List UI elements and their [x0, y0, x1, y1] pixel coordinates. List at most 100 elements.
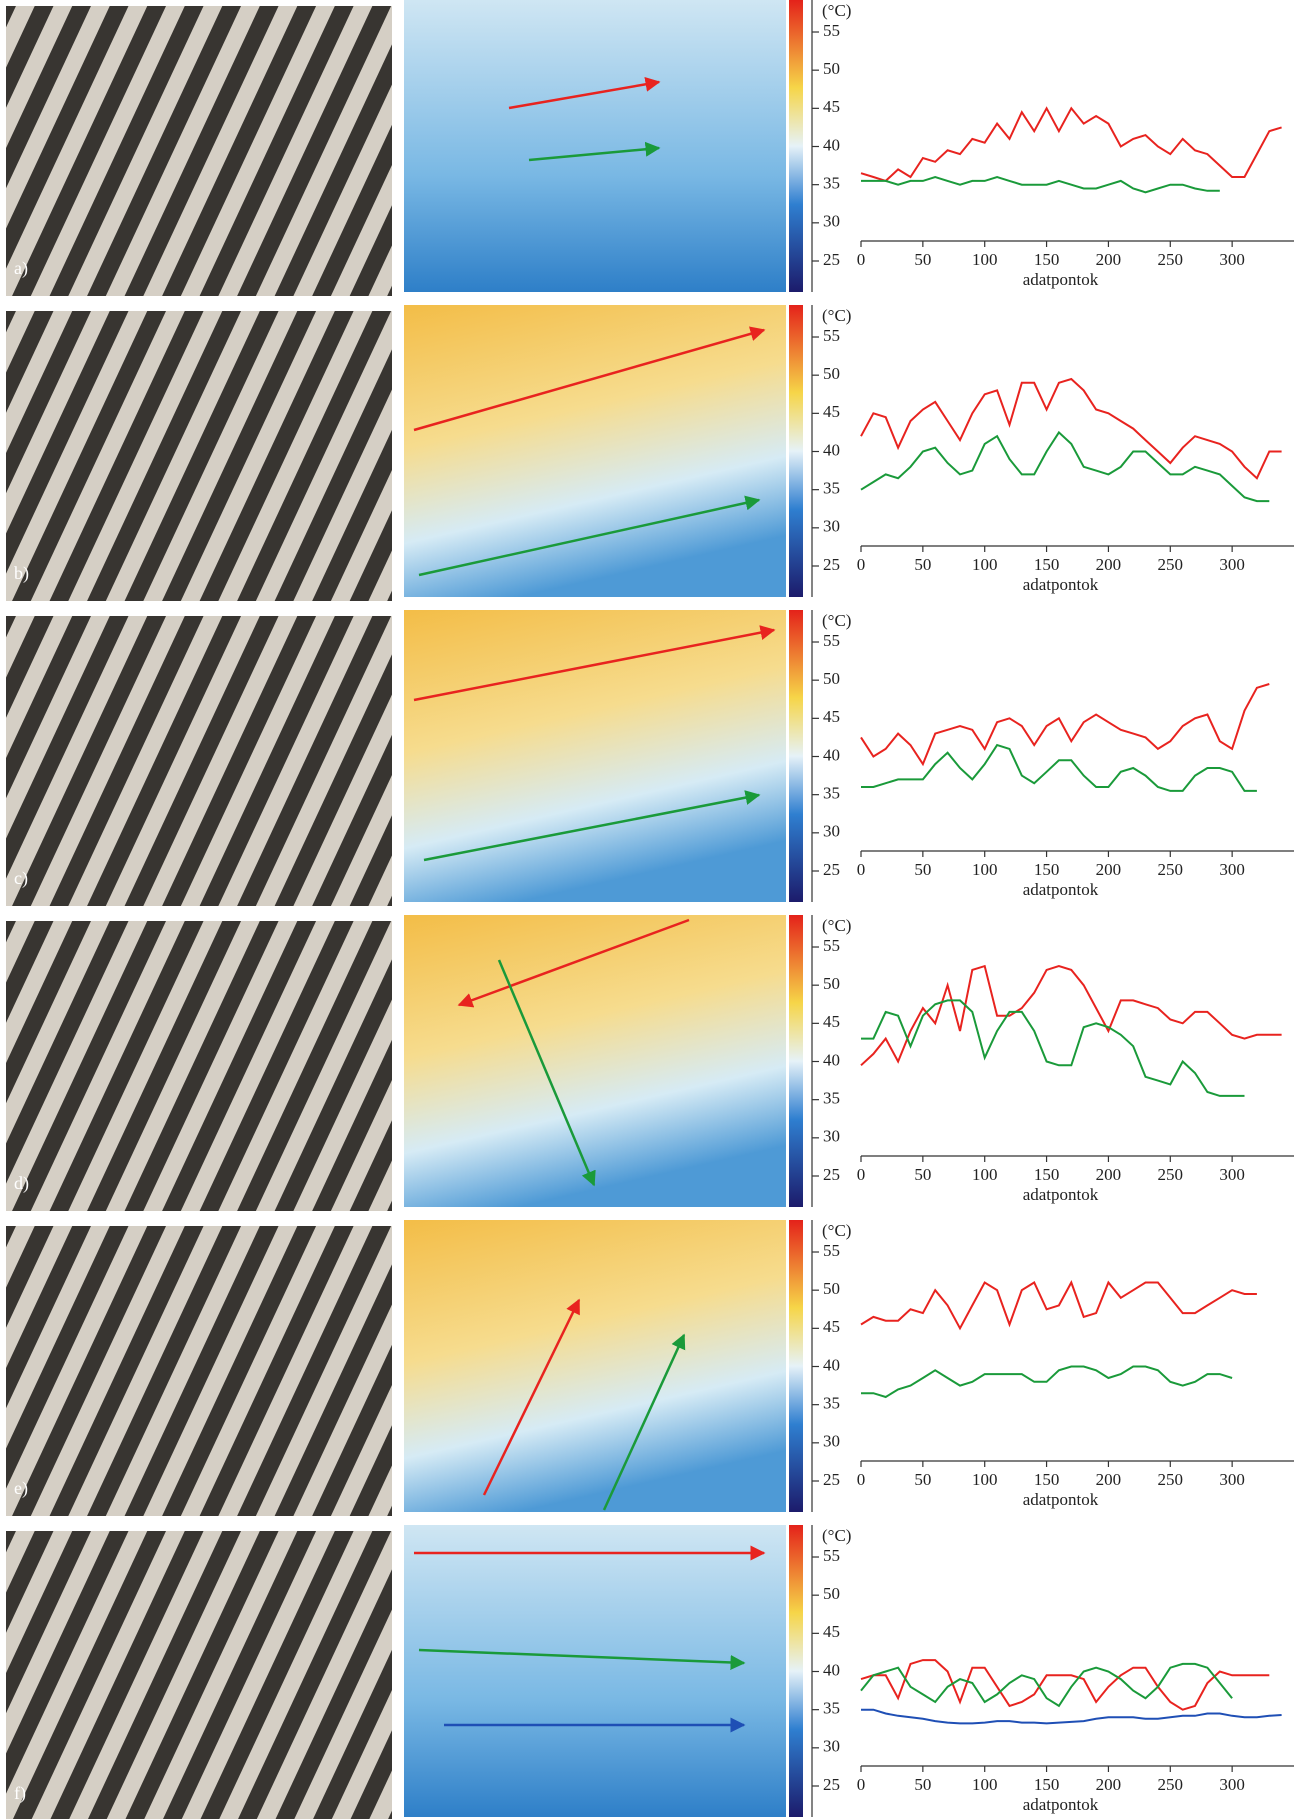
y-axis-label: (°C) [822, 611, 851, 630]
y-tick-label: 45 [823, 97, 840, 116]
x-axis-label: adatpontok [1023, 575, 1099, 594]
panel-label: d) [14, 1173, 29, 1194]
y-tick-label: 55 [823, 1546, 840, 1565]
y-tick-label: 50 [823, 1584, 840, 1603]
x-tick-label: 200 [1096, 1470, 1122, 1489]
photo [6, 311, 392, 601]
panel: e) (°C) 25 30 35 40 45 50 55 0 50 100 150 200 250 300 ad… [6, 1220, 1294, 1516]
colorbar [789, 305, 803, 597]
x-tick-label: 300 [1219, 860, 1245, 879]
x-tick-label: 100 [972, 1165, 998, 1184]
thermal-image [404, 610, 786, 902]
y-tick-label: 25 [823, 555, 840, 574]
photo [6, 1531, 392, 1819]
data-line [860, 1662, 1233, 1708]
arrow [418, 1648, 746, 1670]
arrow [602, 1333, 686, 1511]
y-axis-label: (°C) [822, 1, 851, 20]
x-tick-label: 50 [914, 860, 931, 879]
x-tick-label: 0 [857, 860, 866, 879]
y-tick-label: 45 [823, 1622, 840, 1641]
thermal-image [404, 915, 786, 1207]
x-tick-label: 150 [1034, 1165, 1060, 1184]
x-tick-label: 200 [1096, 1775, 1122, 1794]
photo [6, 1226, 392, 1516]
x-tick-label: 250 [1158, 860, 1184, 879]
arrow [457, 918, 690, 1008]
y-tick-label: 55 [823, 326, 840, 345]
x-tick-label: 150 [1034, 860, 1060, 879]
x-tick-label: 300 [1219, 555, 1245, 574]
y-tick-label: 25 [823, 1775, 840, 1794]
y-tick-label: 25 [823, 1165, 840, 1184]
thermal-image [404, 1525, 786, 1817]
panel: c) (°C) 25 30 35 40 45 50 55 0 50 100 150 200 250 300 ad… [6, 610, 1294, 906]
y-tick-label: 40 [823, 135, 840, 154]
thermal-image [404, 305, 786, 597]
x-tick-label: 150 [1034, 1775, 1060, 1794]
x-tick-label: 250 [1158, 250, 1184, 269]
data-line [860, 1280, 1257, 1331]
arrow [508, 76, 661, 110]
y-tick-label: 50 [823, 974, 840, 993]
x-tick-label: 50 [914, 1775, 931, 1794]
y-tick-label: 35 [823, 1394, 840, 1413]
x-tick-label: 200 [1096, 1165, 1122, 1184]
x-axis-label: adatpontok [1023, 270, 1099, 289]
y-tick-label: 30 [823, 1737, 840, 1756]
photo-shade [6, 616, 392, 906]
y-tick-label: 30 [823, 517, 840, 536]
y-tick-label: 30 [823, 1432, 840, 1451]
x-tick-label: 150 [1034, 1470, 1060, 1489]
x-axis-label: adatpontok [1023, 1490, 1099, 1509]
y-tick-label: 55 [823, 1241, 840, 1260]
y-tick-label: 35 [823, 1089, 840, 1108]
panel: d) (°C) 25 30 35 40 45 50 55 0 50 100 150 200 250 300 ad… [6, 915, 1294, 1211]
data-line [860, 430, 1270, 503]
data-line [861, 1708, 1282, 1725]
y-tick-label: 30 [823, 822, 840, 841]
photo-shade [6, 1531, 392, 1819]
x-tick-label: 200 [1096, 250, 1122, 269]
panel-label: e) [14, 1478, 28, 1499]
y-tick-label: 35 [823, 479, 840, 498]
colorbar [789, 0, 803, 292]
x-tick-label: 50 [914, 250, 931, 269]
y-tick-label: 50 [823, 1279, 840, 1298]
y-tick-label: 40 [823, 440, 840, 459]
y-tick-label: 55 [823, 936, 840, 955]
y-tick-label: 35 [823, 174, 840, 193]
thermal-image [404, 1220, 786, 1512]
x-tick-label: 100 [972, 555, 998, 574]
panel-label: b) [14, 563, 29, 584]
colorbar [789, 915, 803, 1207]
x-tick-label: 250 [1158, 1165, 1184, 1184]
panel: f) (°C) 25 30 35 40 45 50 55 0 50 100 150 200 250 300 ad… [6, 1525, 1294, 1819]
y-axis-label: (°C) [822, 1221, 851, 1240]
y-tick-label: 45 [823, 402, 840, 421]
photo-shade [6, 921, 392, 1211]
data-line [860, 377, 1282, 480]
y-axis-label: (°C) [822, 306, 851, 325]
panel-label: c) [14, 868, 28, 889]
data-line [860, 106, 1282, 183]
y-tick-label: 50 [823, 669, 840, 688]
x-tick-label: 250 [1158, 555, 1184, 574]
y-tick-label: 40 [823, 1355, 840, 1374]
x-tick-label: 250 [1158, 1470, 1184, 1489]
y-tick-label: 45 [823, 1317, 840, 1336]
x-tick-label: 200 [1096, 555, 1122, 574]
colorbar [789, 1525, 803, 1817]
x-tick-label: 0 [857, 1470, 866, 1489]
arrow [418, 495, 761, 577]
arrow [497, 959, 596, 1187]
colorbar [789, 1220, 803, 1512]
y-axis-label: (°C) [822, 1526, 851, 1545]
y-tick-label: 40 [823, 745, 840, 764]
y-tick-label: 55 [823, 21, 840, 40]
arrow [413, 326, 766, 432]
y-tick-label: 35 [823, 1699, 840, 1718]
photo-shade [6, 6, 392, 296]
y-tick-label: 45 [823, 707, 840, 726]
y-tick-label: 25 [823, 250, 840, 269]
